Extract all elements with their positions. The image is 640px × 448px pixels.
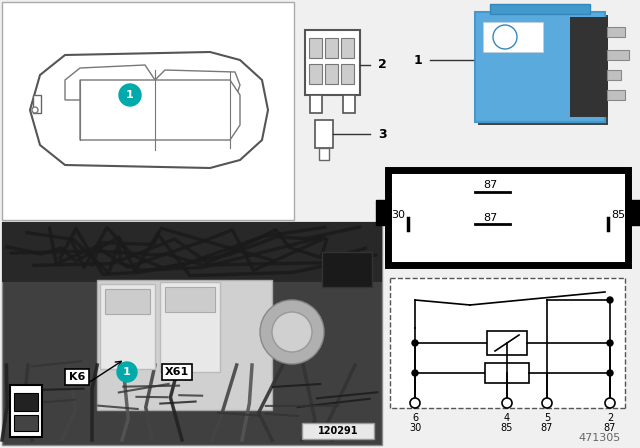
Circle shape: [412, 370, 418, 376]
Circle shape: [410, 398, 420, 408]
Text: 85: 85: [501, 423, 513, 433]
Bar: [607, 27, 625, 37]
Circle shape: [502, 398, 512, 408]
Bar: [478, 15, 608, 125]
Circle shape: [412, 340, 418, 346]
Bar: [2, 2, 294, 220]
Text: 5: 5: [544, 413, 550, 423]
Bar: [490, 4, 590, 14]
Text: 2: 2: [378, 59, 387, 72]
Text: 6: 6: [412, 413, 418, 423]
Text: 4: 4: [504, 413, 510, 423]
Bar: [160, 282, 220, 372]
Circle shape: [32, 107, 38, 113]
Bar: [305, 30, 360, 95]
Text: 87: 87: [483, 213, 497, 223]
Circle shape: [542, 398, 552, 408]
Bar: [2, 222, 382, 282]
Text: 120291: 120291: [317, 426, 358, 436]
Bar: [626, 200, 640, 225]
Bar: [343, 95, 355, 113]
Text: 1: 1: [123, 367, 131, 377]
Bar: [570, 17, 608, 117]
Bar: [325, 64, 338, 84]
Circle shape: [119, 84, 141, 106]
Bar: [341, 64, 354, 84]
Circle shape: [272, 312, 312, 352]
Bar: [485, 363, 529, 383]
Bar: [607, 70, 621, 80]
Bar: [475, 12, 605, 122]
Text: 1: 1: [413, 53, 422, 66]
Bar: [14, 415, 38, 431]
Circle shape: [605, 398, 615, 408]
Circle shape: [260, 300, 324, 364]
Bar: [487, 331, 527, 355]
Bar: [97, 280, 272, 410]
Bar: [319, 148, 329, 160]
Bar: [309, 38, 322, 58]
Circle shape: [607, 340, 613, 346]
Bar: [341, 38, 354, 58]
Bar: [14, 393, 38, 411]
Circle shape: [607, 370, 613, 376]
Text: 2: 2: [607, 413, 613, 423]
Polygon shape: [30, 52, 268, 168]
Text: K6: K6: [69, 372, 85, 382]
Text: 30: 30: [391, 210, 405, 220]
Bar: [105, 289, 150, 314]
Text: 471305: 471305: [579, 433, 621, 443]
Text: 3: 3: [378, 128, 387, 141]
Bar: [325, 38, 338, 58]
Bar: [310, 95, 322, 113]
Bar: [483, 22, 543, 52]
Bar: [2, 222, 382, 445]
Polygon shape: [80, 80, 240, 140]
Bar: [388, 170, 628, 265]
Text: 87: 87: [604, 423, 616, 433]
Bar: [322, 252, 372, 287]
Bar: [10, 385, 42, 437]
Circle shape: [117, 362, 137, 382]
Bar: [309, 64, 322, 84]
Bar: [302, 423, 374, 439]
Text: 85: 85: [611, 210, 625, 220]
Text: 87: 87: [483, 180, 497, 190]
Polygon shape: [155, 70, 240, 100]
Circle shape: [493, 25, 517, 49]
Text: X61: X61: [165, 367, 189, 377]
Text: 1: 1: [126, 90, 134, 100]
Bar: [315, 120, 333, 148]
Bar: [390, 278, 625, 408]
Bar: [165, 287, 215, 312]
Text: 87: 87: [541, 423, 553, 433]
Polygon shape: [65, 65, 155, 100]
Bar: [607, 50, 629, 60]
Bar: [607, 90, 625, 100]
Bar: [33, 95, 41, 113]
Bar: [100, 284, 155, 369]
Text: 30: 30: [409, 423, 421, 433]
Bar: [376, 200, 390, 225]
Circle shape: [607, 297, 613, 303]
